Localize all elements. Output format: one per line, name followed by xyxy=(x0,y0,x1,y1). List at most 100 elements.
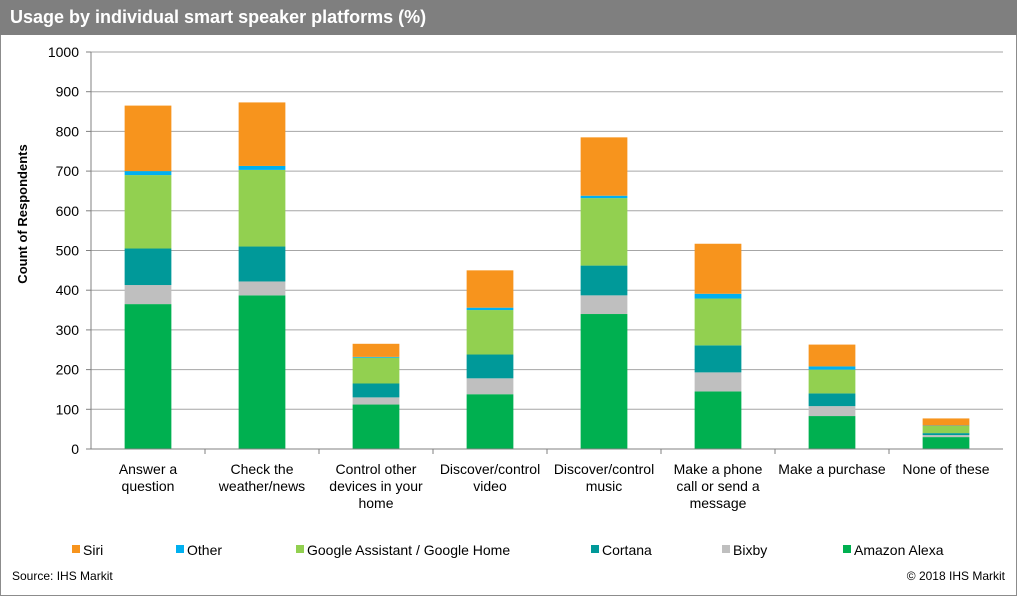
bar-segment xyxy=(922,425,970,434)
y-tick-label: 300 xyxy=(56,322,80,338)
bar-segment xyxy=(238,102,286,166)
y-tick-label: 100 xyxy=(56,401,80,417)
x-tick-label-line: Answer a xyxy=(119,461,178,477)
bar-segment xyxy=(466,310,514,355)
legend-label: Cortana xyxy=(602,542,652,558)
x-tick-label: Discover/control video xyxy=(440,461,540,494)
legend-label: Siri xyxy=(83,542,103,558)
chart-title: Usage by individual smart speaker platfo… xyxy=(0,0,1017,35)
x-tick-label-line: Control other xyxy=(336,461,417,477)
x-tick-label-line: Check the xyxy=(230,461,293,477)
bar-segment xyxy=(238,281,286,296)
bars xyxy=(124,102,970,449)
x-tick-label-line: None of these xyxy=(902,461,989,477)
bar-segment xyxy=(466,354,514,379)
bar-segment xyxy=(352,356,400,358)
bar-segment xyxy=(466,378,514,395)
bar-segment xyxy=(580,265,628,296)
bar-segment xyxy=(694,391,742,449)
y-tick-label: 1000 xyxy=(48,44,79,60)
bar-segment xyxy=(580,314,628,449)
bar-segment xyxy=(922,435,970,438)
bar-segment xyxy=(124,171,172,176)
x-tick-label-line: Discover/control xyxy=(554,461,654,477)
bar-segment xyxy=(580,198,628,266)
bar-segment xyxy=(124,304,172,449)
bar-segment xyxy=(352,404,400,449)
legend-swatch xyxy=(296,545,304,553)
bar-segment xyxy=(466,394,514,449)
legend-swatch xyxy=(72,545,80,553)
x-tick-label-line: message xyxy=(690,495,747,511)
x-tick-label: Check the weather/news xyxy=(218,461,305,494)
bar-segment xyxy=(466,270,514,308)
bar-segment xyxy=(808,416,856,449)
bar-segment xyxy=(808,406,856,417)
legend-swatch xyxy=(176,545,184,553)
bar-segment xyxy=(352,397,400,405)
x-tick-label-line: call or send a xyxy=(676,478,759,494)
y-axis-label: Count of Respondents xyxy=(15,144,30,283)
axes: 0 100 200 300 400 500 600 700 800 900 1000 Answer a… xyxy=(48,44,1003,511)
bar-segment xyxy=(466,307,514,311)
legend-label: Amazon Alexa xyxy=(854,542,944,558)
bar-segment xyxy=(238,165,286,170)
bar-segment xyxy=(124,285,172,305)
x-tick-label: None of these xyxy=(902,461,989,477)
x-tick-label: Control other devices in your home xyxy=(329,461,423,511)
bar-segment xyxy=(580,295,628,315)
bar-segment xyxy=(694,372,742,392)
y-tick-label: 600 xyxy=(56,203,80,219)
x-tick-label-line: video xyxy=(473,478,507,494)
gridlines xyxy=(91,51,1003,410)
bar-segment xyxy=(808,366,856,370)
bar-segment xyxy=(124,105,172,172)
bar-segment xyxy=(922,418,970,426)
y-tick-label: 0 xyxy=(71,441,79,457)
x-tick-label: Make a phone call or send a message xyxy=(674,461,763,511)
x-tick-label: Make a purchase xyxy=(778,461,886,477)
bar-segment xyxy=(922,433,970,436)
legend-swatch xyxy=(591,545,599,553)
x-tick-label-line: weather/news xyxy=(218,478,305,494)
bar-segment xyxy=(238,169,286,247)
bar-segment xyxy=(694,345,742,373)
legend-swatch xyxy=(843,545,851,553)
x-tick-label-line: Make a purchase xyxy=(778,461,886,477)
bar-segment xyxy=(352,357,400,384)
bar-segment xyxy=(694,298,742,346)
x-tick-label-line: music xyxy=(586,478,623,494)
bar-segment xyxy=(124,248,172,286)
bar-segment xyxy=(238,295,286,449)
y-tick-label: 200 xyxy=(56,362,80,378)
bar-segment xyxy=(922,437,970,449)
y-tick-label: 500 xyxy=(56,243,80,259)
bar-segment xyxy=(352,343,400,357)
bar-segment xyxy=(808,344,856,367)
x-tick-label-line: Make a phone xyxy=(674,461,763,477)
bar-segment xyxy=(694,293,742,299)
x-tick-label-line: Discover/control xyxy=(440,461,540,477)
copyright-note: © 2018 IHS Markit xyxy=(906,569,1005,583)
x-tick-label: Discover/control music xyxy=(554,461,654,494)
legend: Siri Other Google Assistant / Google Home C… xyxy=(72,542,944,558)
legend-label: Bixby xyxy=(733,542,767,558)
x-tick-label-line: devices in your xyxy=(329,478,423,494)
y-tick-label: 400 xyxy=(56,282,80,298)
bar-segment xyxy=(694,243,742,294)
bar-segment xyxy=(808,369,856,394)
y-tick-label: 800 xyxy=(56,123,80,139)
legend-label: Google Assistant / Google Home xyxy=(307,542,510,558)
bar-segment xyxy=(238,246,286,282)
source-note: Source: IHS Markit xyxy=(12,569,113,583)
y-tick-label: 700 xyxy=(56,163,80,179)
legend-swatch xyxy=(722,545,730,553)
legend-label: Other xyxy=(187,542,222,558)
bar-segment xyxy=(580,195,628,199)
x-tick-label-line: home xyxy=(358,495,393,511)
y-tick-label: 900 xyxy=(56,84,80,100)
bar-segment xyxy=(352,383,400,398)
bar-segment xyxy=(124,175,172,249)
bar-segment xyxy=(808,393,856,407)
